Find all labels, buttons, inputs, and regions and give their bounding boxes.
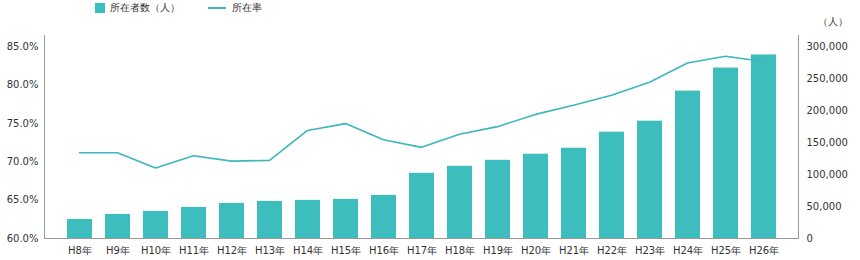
svg-text:80.0%: 80.0% <box>7 79 39 90</box>
svg-text:75.0%: 75.0% <box>7 118 39 129</box>
svg-text:65.0%: 65.0% <box>7 194 39 205</box>
svg-text:H22年: H22年 <box>597 245 627 256</box>
svg-text:250,000: 250,000 <box>807 73 848 84</box>
svg-text:300,000: 300,000 <box>807 41 848 52</box>
html-text:所在率: 所在率 <box>232 1 262 13</box>
svg-text:60.0%: 60.0% <box>7 233 39 244</box>
svg-text:H11年: H11年 <box>179 245 209 256</box>
svg-text:200,000: 200,000 <box>807 105 848 116</box>
html-text:所在者数（人）: 所在者数（人） <box>110 1 180 13</box>
svg-text:H13年: H13年 <box>255 245 285 256</box>
svg-text:H16年: H16年 <box>369 245 399 256</box>
svg-text:H21年: H21年 <box>559 245 589 256</box>
svg-text:H24年: H24年 <box>673 245 703 256</box>
svg-text:H26年: H26年 <box>749 245 779 256</box>
svg-text:H15年: H15年 <box>331 245 361 256</box>
svg-text:H19年: H19年 <box>483 245 513 256</box>
svg-text:H23年: H23年 <box>635 245 665 256</box>
svg-text:100,000: 100,000 <box>807 169 848 180</box>
html-text:（人）: （人） <box>818 16 848 27</box>
svg-text:H25年: H25年 <box>711 245 741 256</box>
svg-text:H9年: H9年 <box>106 245 130 256</box>
svg-text:H14年: H14年 <box>293 245 323 256</box>
svg-text:85.0%: 85.0% <box>7 41 39 52</box>
svg-text:H12年: H12年 <box>217 245 247 256</box>
svg-text:50,000: 50,000 <box>807 201 842 212</box>
svg-text:H18年: H18年 <box>445 245 475 256</box>
svg-text:H17年: H17年 <box>407 245 437 256</box>
svg-text:H10年: H10年 <box>141 245 171 256</box>
svg-text:H8年: H8年 <box>68 245 92 256</box>
svg-text:H20年: H20年 <box>521 245 551 256</box>
svg-text:150,000: 150,000 <box>807 137 848 148</box>
svg-text:70.0%: 70.0% <box>7 156 39 167</box>
svg-text:0: 0 <box>807 233 813 244</box>
